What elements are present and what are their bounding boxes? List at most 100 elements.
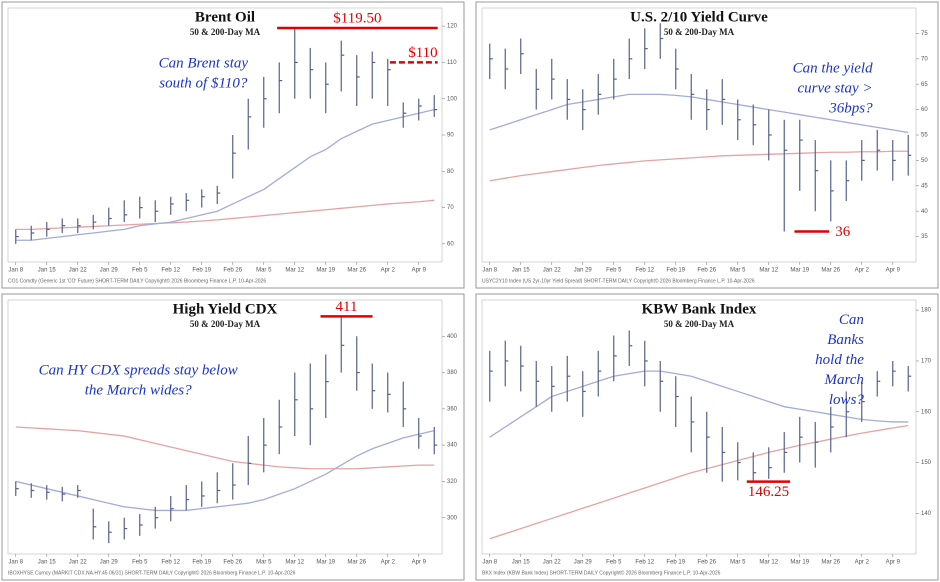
x-tick-label: Mar 12 xyxy=(759,560,778,566)
x-tick-label: Jan 22 xyxy=(69,560,88,566)
annotation: curve stay > xyxy=(797,80,872,96)
chart-subtitle: 50 & 200-Day MA xyxy=(190,319,261,329)
x-tick-label: Feb 5 xyxy=(132,268,148,274)
x-tick-label: Feb 26 xyxy=(697,560,716,566)
marker-label: $110 xyxy=(408,45,437,61)
y-tick-label: 45 xyxy=(921,183,928,189)
y-tick-label: 100 xyxy=(447,96,458,102)
y-tick-label: 75 xyxy=(921,31,928,37)
x-tick-label: Feb 19 xyxy=(192,268,211,274)
x-tick-label: Apr 9 xyxy=(886,560,901,566)
x-tick-label: Apr 9 xyxy=(886,268,901,274)
ma200-line xyxy=(489,424,909,540)
ma50-line xyxy=(15,429,435,512)
annotation: hold the xyxy=(815,352,864,368)
x-tick-label: Apr 9 xyxy=(412,268,427,274)
footer: USYC2Y10 Index (US 2yr-10yr Yield Spread… xyxy=(482,277,755,284)
x-tick-label: Jan 8 xyxy=(8,268,23,274)
x-tick-label: Jan 29 xyxy=(574,268,593,274)
x-tick-label: Mar 5 xyxy=(730,268,746,274)
annotation: Can xyxy=(839,312,864,328)
y-tick-label: 110 xyxy=(447,60,457,66)
annotation: Can HY CDX spreads stay below xyxy=(39,363,238,379)
chart-title: High Yield CDX xyxy=(173,301,278,317)
x-tick-label: Mar 26 xyxy=(347,268,366,274)
footer: IBOXHYSE Curncy (MARKIT CDX.NA.HY.45 06/… xyxy=(8,569,296,576)
x-tick-label: Jan 15 xyxy=(512,268,531,274)
y-tick-label: 180 xyxy=(921,308,932,314)
y-tick-label: 380 xyxy=(447,370,458,376)
marker-label: 411 xyxy=(336,299,358,315)
x-tick-label: Jan 15 xyxy=(38,560,57,566)
x-tick-label: Mar 19 xyxy=(316,268,335,274)
ma200-line xyxy=(15,426,435,470)
x-tick-label: Feb 19 xyxy=(192,560,211,566)
y-tick-label: 65 xyxy=(921,82,928,88)
chart-panel: 140 150 160 170 180 Jan 8 Jan 15 Jan 22 Jan 29 Fe… xyxy=(475,293,939,581)
x-tick-label: Feb 19 xyxy=(666,268,685,274)
marker-label: 146.25 xyxy=(748,484,789,500)
marker-label: 36 xyxy=(835,224,851,240)
x-tick-label: Jan 8 xyxy=(8,560,23,566)
x-tick-label: Jan 29 xyxy=(100,560,119,566)
x-tick-label: Apr 9 xyxy=(412,560,427,566)
plot-area xyxy=(7,299,443,555)
marker-label: $119.50 xyxy=(333,10,381,26)
ma200-line xyxy=(489,150,909,182)
x-tick-label: Mar 26 xyxy=(821,268,840,274)
chart-subtitle: 50 & 200-Day MA xyxy=(664,27,735,37)
y-tick-label: 150 xyxy=(921,460,932,466)
x-tick-label: Apr 2 xyxy=(855,560,870,566)
y-tick-label: 40 xyxy=(921,209,928,215)
x-tick-label: Apr 2 xyxy=(855,268,870,274)
x-tick-label: Mar 5 xyxy=(730,560,746,566)
x-tick-label: Feb 5 xyxy=(606,268,622,274)
y-tick-label: 400 xyxy=(447,334,458,340)
x-tick-label: Jan 22 xyxy=(543,268,562,274)
annotation: south of $110? xyxy=(159,75,248,91)
x-tick-label: Apr 2 xyxy=(381,268,396,274)
footer: CO1 Comdty (Generic 1st 'CO' Future) SHO… xyxy=(8,277,266,284)
ma50-line xyxy=(489,93,909,134)
x-tick-label: Mar 12 xyxy=(285,560,304,566)
chart-subtitle: 50 & 200-Day MA xyxy=(664,319,735,329)
chart-panel: 300 320 340 360 380 400 Jan 8 Jan 15 Jan 22 Jan 2… xyxy=(1,293,465,581)
y-tick-label: 140 xyxy=(921,511,932,517)
x-tick-label: Mar 19 xyxy=(316,560,335,566)
x-tick-label: Feb 26 xyxy=(223,268,242,274)
panel-frame xyxy=(1,293,465,581)
x-tick-label: Feb 19 xyxy=(666,560,685,566)
annotation: Banks xyxy=(827,332,864,348)
y-tick-label: 320 xyxy=(447,479,458,485)
x-tick-label: Feb 5 xyxy=(606,560,622,566)
x-tick-label: Feb 5 xyxy=(132,560,148,566)
y-tick-label: 80 xyxy=(447,169,454,175)
y-tick-label: 160 xyxy=(921,409,932,415)
x-tick-label: Mar 19 xyxy=(790,560,809,566)
y-tick-label: 120 xyxy=(447,24,458,30)
x-tick-label: Mar 12 xyxy=(285,268,304,274)
ma50-line xyxy=(15,108,435,241)
y-tick-label: 60 xyxy=(447,241,454,247)
footer: BKX Index (KBW Bank Index) SHORT-TERM DA… xyxy=(482,569,721,576)
chart-title: U.S. 2/10 Yield Curve xyxy=(630,9,768,25)
chart-title: KBW Bank Index xyxy=(642,301,757,317)
plot-area xyxy=(481,299,917,555)
ma200-line xyxy=(15,199,435,230)
x-tick-label: Feb 26 xyxy=(223,560,242,566)
x-tick-label: Feb 12 xyxy=(635,268,654,274)
x-tick-label: Feb 12 xyxy=(161,268,180,274)
annotation: Can the yield xyxy=(793,60,873,76)
x-tick-label: Mar 26 xyxy=(347,560,366,566)
y-tick-label: 300 xyxy=(447,515,458,521)
chart-title: Brent Oil xyxy=(195,9,255,25)
x-tick-label: Mar 12 xyxy=(759,268,778,274)
y-tick-label: 360 xyxy=(447,406,458,412)
x-tick-label: Mar 26 xyxy=(821,560,840,566)
annotation: the March wides? xyxy=(85,383,192,399)
y-tick-label: 55 xyxy=(921,133,928,139)
chart-panel: 35 40 45 50 55 60 65 70 75 Jan 8 Jan 15 Jan 22 Jan 2… xyxy=(475,1,939,289)
x-tick-label: Mar 5 xyxy=(256,560,272,566)
x-tick-label: Jan 29 xyxy=(574,560,593,566)
y-tick-label: 50 xyxy=(921,158,928,164)
